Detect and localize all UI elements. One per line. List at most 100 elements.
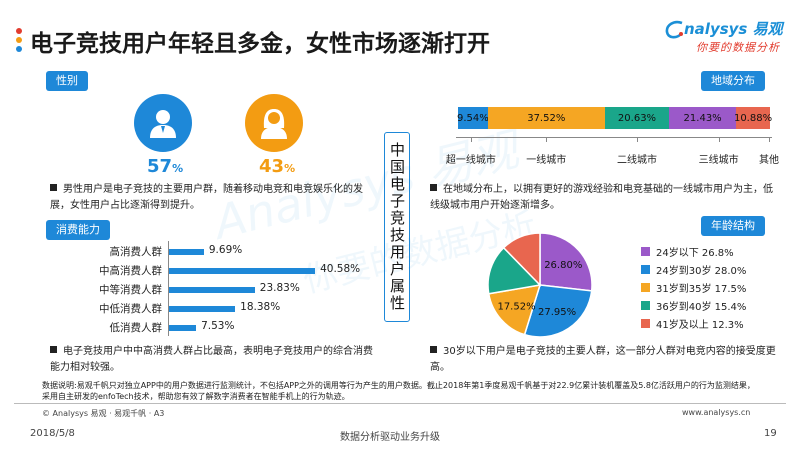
female-user-icon [261, 109, 287, 139]
page-title: 电子竞技用户年轻且多金，女性市场逐渐打开 [30, 31, 490, 57]
age-pie-chart: 26.80% 27.95%17.52% [487, 232, 593, 338]
region-note-text: 在地域分布上，以拥有更好的游戏经验和电竞基础的一线城市用户为主，低线级城市用户开… [430, 184, 773, 211]
footer-divider [14, 403, 786, 404]
bullet-icon [50, 346, 57, 353]
female-value: 43 [259, 156, 285, 177]
consumption-value-label: 23.83% [259, 282, 300, 294]
website-link[interactable]: www.analysys.cn [682, 408, 751, 417]
region-axis [456, 137, 772, 138]
bullet-icon [430, 346, 437, 353]
center-title-box: 中国电子竞技用户属性 [384, 132, 410, 322]
consumption-value-label: 18.38% [240, 301, 281, 313]
consumption-label: 消费能力 [46, 220, 110, 240]
consumption-value-label: 40.58% [320, 263, 361, 275]
consumption-bar [169, 325, 197, 331]
copyright: © Analysys 易观 · 易观千帆 · A3 [42, 409, 165, 418]
legend-label: 36岁到40岁 15.4% [656, 302, 747, 313]
age-legend-item: 24岁以下 26.8% [641, 244, 734, 259]
male-value: 57 [147, 156, 173, 177]
region-note: 在地域分布上，以拥有更好的游戏经验和电竞基础的一线城市用户为主，低线级城市用户开… [430, 182, 776, 214]
legend-swatch [641, 247, 650, 256]
consumption-category-label: 高消费人群 [109, 246, 163, 258]
legend-label: 24岁以下 26.8% [656, 248, 734, 259]
region-tick [637, 137, 638, 142]
gender-note-text: 男性用户是电子竞技的主要用户群，随着移动电竞和电竞娱乐化的发展，女性用户占比逐渐… [50, 184, 363, 211]
region-segment: 20.63% [604, 107, 670, 129]
consumption-note: 电子竞技用户中中高消费人群占比最高，表明电子竞技用户的综合消费能力相对较强。 [50, 344, 376, 376]
legend-swatch [641, 319, 650, 328]
region-tick [546, 137, 548, 142]
logo-slogan: 你要的数据分析 [696, 41, 780, 54]
legend-label: 41岁及以上 12.3% [656, 320, 744, 331]
legend-label: 31岁到35岁 17.5% [656, 284, 747, 295]
legend-swatch [641, 283, 650, 292]
consumption-category-label: 中高消费人群 [99, 265, 162, 277]
consumption-bar [169, 249, 204, 255]
age-legend-item: 31岁到35岁 17.5% [641, 280, 746, 295]
region-segment: 37.52% [487, 107, 605, 129]
region-tick [769, 137, 771, 142]
male-circle [134, 94, 192, 152]
center-title: 中国电子竞技用户属性 [388, 142, 406, 312]
consumption-note-text: 电子竞技用户中中高消费人群占比最高，表明电子竞技用户的综合消费能力相对较强。 [50, 346, 373, 373]
male-user-icon [150, 110, 176, 138]
consumption-value-label: 9.69% [208, 244, 243, 256]
pie-slice [487, 284, 542, 336]
title-dots [16, 28, 22, 54]
female-circle [245, 94, 303, 152]
bullet-icon [50, 184, 57, 191]
legend-swatch [641, 301, 650, 310]
age-legend-item: 36岁到40岁 15.4% [641, 298, 746, 313]
pie-slice [502, 232, 541, 287]
logo-text: nalysys 易观 [684, 20, 783, 38]
region-category-label: 其他 [759, 155, 780, 166]
title-dot [16, 37, 22, 43]
pie-slice-label: 17.52% [497, 302, 535, 313]
page-number: 19 [764, 428, 777, 439]
consumption-value-label: 7.53% [201, 320, 235, 332]
consumption-bar [169, 287, 255, 293]
pie-slice-label: 26.80% [544, 260, 582, 271]
age-legend-item: 41岁及以上 12.3% [641, 316, 744, 331]
region-tick [470, 137, 472, 142]
legend-label: 24岁到30岁 28.0% [656, 266, 747, 277]
region-tick [718, 137, 720, 142]
region-category-label: 二线城市 [617, 155, 657, 166]
pie-slice-label: 27.95% [538, 307, 576, 318]
data-footnote: 数据说明:易观千帆只对独立APP中的用户数据进行监测统计，不包括APP之外的调用… [42, 381, 755, 401]
consumption-bar [169, 268, 316, 274]
pie-slice [523, 284, 593, 338]
age-note-text: 30岁以下用户是电子竞技的主要人群，这一部分人群对电竞内容的接受度更高。 [430, 346, 776, 373]
pie-slice [539, 232, 593, 292]
age-legend-item: 24岁到30岁 28.0% [641, 262, 746, 277]
legend-swatch [641, 265, 650, 274]
region-category-label: 三线城市 [698, 155, 739, 166]
age-label: 年龄结构 [701, 216, 765, 236]
region-segment: 21.43% [669, 107, 737, 129]
female-percentage: 43% [259, 156, 295, 177]
male-unit: % [172, 162, 184, 175]
consumption-category-label: 中低消费人群 [99, 303, 162, 315]
consumption-category-label: 中等消费人群 [99, 284, 162, 296]
title-dot [16, 46, 22, 52]
consumption-axis [168, 241, 169, 336]
pie-slice [487, 246, 542, 295]
analysys-logo: nalysys 易观 你要的数据分析 [664, 18, 794, 58]
footer-slogan: 数据分析驱动业务升级 [340, 432, 440, 443]
region-segment: 9.54% [457, 107, 489, 129]
bullet-icon [430, 184, 437, 191]
gender-note: 男性用户是电子竞技的主要用户群，随着移动电竞和电竞娱乐化的发展，女性用户占比逐渐… [50, 182, 376, 214]
region-label: 地域分布 [701, 71, 765, 91]
title-dot [16, 28, 22, 34]
region-segment: 10.88% [734, 107, 772, 129]
gender-label: 性别 [46, 71, 88, 91]
region-category-label: 超一线城市 [445, 155, 496, 166]
consumption-bar [169, 306, 236, 312]
region-category-label: 一线城市 [526, 155, 567, 166]
female-unit: % [284, 162, 296, 175]
consumption-category-label: 低消费人群 [109, 322, 163, 334]
logo-swoosh-icon [665, 20, 683, 39]
report-date: 2018/5/8 [30, 428, 75, 439]
age-note: 30岁以下用户是电子竞技的主要人群，这一部分人群对电竞内容的接受度更高。 [430, 344, 776, 376]
male-percentage: 57% [147, 156, 183, 177]
